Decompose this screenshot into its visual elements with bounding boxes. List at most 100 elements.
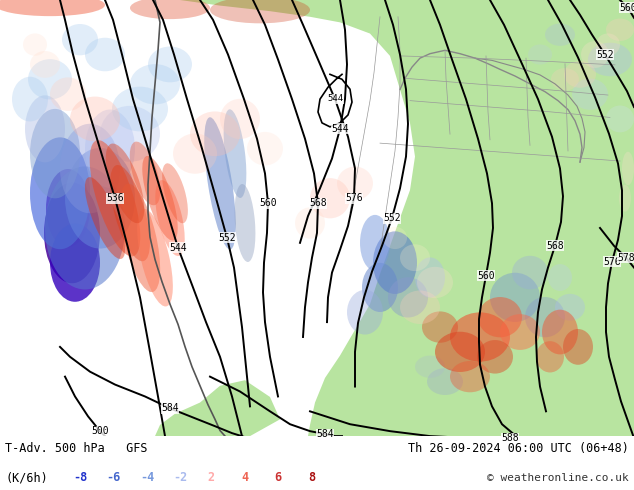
Ellipse shape <box>173 133 217 174</box>
Text: 544: 544 <box>331 124 349 134</box>
Ellipse shape <box>89 140 140 256</box>
Ellipse shape <box>25 95 65 162</box>
Polygon shape <box>428 409 452 431</box>
Ellipse shape <box>415 356 445 378</box>
Ellipse shape <box>130 0 210 19</box>
Ellipse shape <box>400 291 440 324</box>
Ellipse shape <box>450 361 490 392</box>
Text: T-Adv. 500 hPa   GFS: T-Adv. 500 hPa GFS <box>5 442 148 455</box>
Text: 2: 2 <box>207 471 214 484</box>
Ellipse shape <box>427 368 463 395</box>
Text: 4: 4 <box>241 471 248 484</box>
Ellipse shape <box>190 111 240 156</box>
Text: 552: 552 <box>383 213 401 223</box>
Ellipse shape <box>85 177 125 259</box>
Ellipse shape <box>536 341 564 372</box>
Ellipse shape <box>563 329 593 365</box>
Ellipse shape <box>210 0 310 24</box>
Ellipse shape <box>224 109 247 198</box>
Ellipse shape <box>23 33 47 56</box>
Text: -8: -8 <box>73 471 87 484</box>
Ellipse shape <box>235 184 256 262</box>
Ellipse shape <box>30 109 80 198</box>
Text: 8: 8 <box>308 471 315 484</box>
Polygon shape <box>458 407 482 427</box>
Ellipse shape <box>622 152 634 185</box>
Ellipse shape <box>46 169 90 247</box>
Ellipse shape <box>548 264 572 291</box>
Ellipse shape <box>490 273 540 322</box>
Text: 536: 536 <box>106 193 124 203</box>
Polygon shape <box>155 380 280 436</box>
Ellipse shape <box>373 231 417 294</box>
Ellipse shape <box>30 51 60 78</box>
Ellipse shape <box>619 185 631 212</box>
Ellipse shape <box>347 290 383 335</box>
Ellipse shape <box>45 167 125 290</box>
Text: -4: -4 <box>140 471 154 484</box>
Ellipse shape <box>337 167 373 200</box>
Text: 560: 560 <box>477 270 495 281</box>
Ellipse shape <box>477 340 513 373</box>
Ellipse shape <box>450 313 510 362</box>
Ellipse shape <box>525 297 565 337</box>
Ellipse shape <box>44 183 100 283</box>
Ellipse shape <box>155 180 184 256</box>
Ellipse shape <box>310 178 350 219</box>
Ellipse shape <box>360 215 390 271</box>
Text: 6: 6 <box>275 471 281 484</box>
Text: 560: 560 <box>619 3 634 13</box>
Ellipse shape <box>362 263 398 312</box>
Ellipse shape <box>295 207 325 239</box>
Text: 588: 588 <box>501 433 519 443</box>
Ellipse shape <box>528 45 552 65</box>
Ellipse shape <box>588 43 632 76</box>
Text: © weatheronline.co.uk: © weatheronline.co.uk <box>487 473 629 483</box>
Ellipse shape <box>28 59 72 99</box>
Ellipse shape <box>50 77 86 111</box>
Ellipse shape <box>85 110 135 188</box>
Ellipse shape <box>142 156 178 241</box>
Ellipse shape <box>415 257 445 297</box>
Ellipse shape <box>85 38 125 71</box>
Text: 584: 584 <box>161 403 179 414</box>
Polygon shape <box>155 0 634 436</box>
Ellipse shape <box>555 294 585 320</box>
Ellipse shape <box>542 310 578 354</box>
Ellipse shape <box>478 297 522 337</box>
Text: 552: 552 <box>218 233 236 243</box>
Ellipse shape <box>400 245 430 271</box>
Ellipse shape <box>120 184 160 292</box>
Ellipse shape <box>12 77 48 122</box>
Polygon shape <box>348 380 375 403</box>
Text: 500: 500 <box>91 426 109 436</box>
Ellipse shape <box>572 78 608 110</box>
Ellipse shape <box>435 332 485 372</box>
Text: 568: 568 <box>546 241 564 251</box>
Ellipse shape <box>162 163 188 223</box>
Text: 584: 584 <box>316 429 334 439</box>
Ellipse shape <box>60 124 120 213</box>
Ellipse shape <box>220 99 260 139</box>
Text: 576: 576 <box>603 257 621 267</box>
Text: -2: -2 <box>174 471 188 484</box>
Ellipse shape <box>130 64 180 104</box>
Ellipse shape <box>606 105 634 132</box>
Ellipse shape <box>106 144 145 223</box>
Ellipse shape <box>137 209 173 306</box>
Ellipse shape <box>65 148 135 248</box>
Ellipse shape <box>564 61 596 88</box>
Ellipse shape <box>551 68 579 91</box>
Polygon shape <box>394 400 420 423</box>
Ellipse shape <box>581 41 609 68</box>
Ellipse shape <box>512 256 548 289</box>
Text: 578: 578 <box>617 253 634 263</box>
Ellipse shape <box>606 19 634 41</box>
Ellipse shape <box>500 314 540 350</box>
Ellipse shape <box>383 227 407 249</box>
Ellipse shape <box>545 24 575 46</box>
Text: -6: -6 <box>107 471 120 484</box>
Ellipse shape <box>62 24 98 55</box>
Text: 552: 552 <box>596 49 614 59</box>
Text: 560: 560 <box>259 198 277 208</box>
